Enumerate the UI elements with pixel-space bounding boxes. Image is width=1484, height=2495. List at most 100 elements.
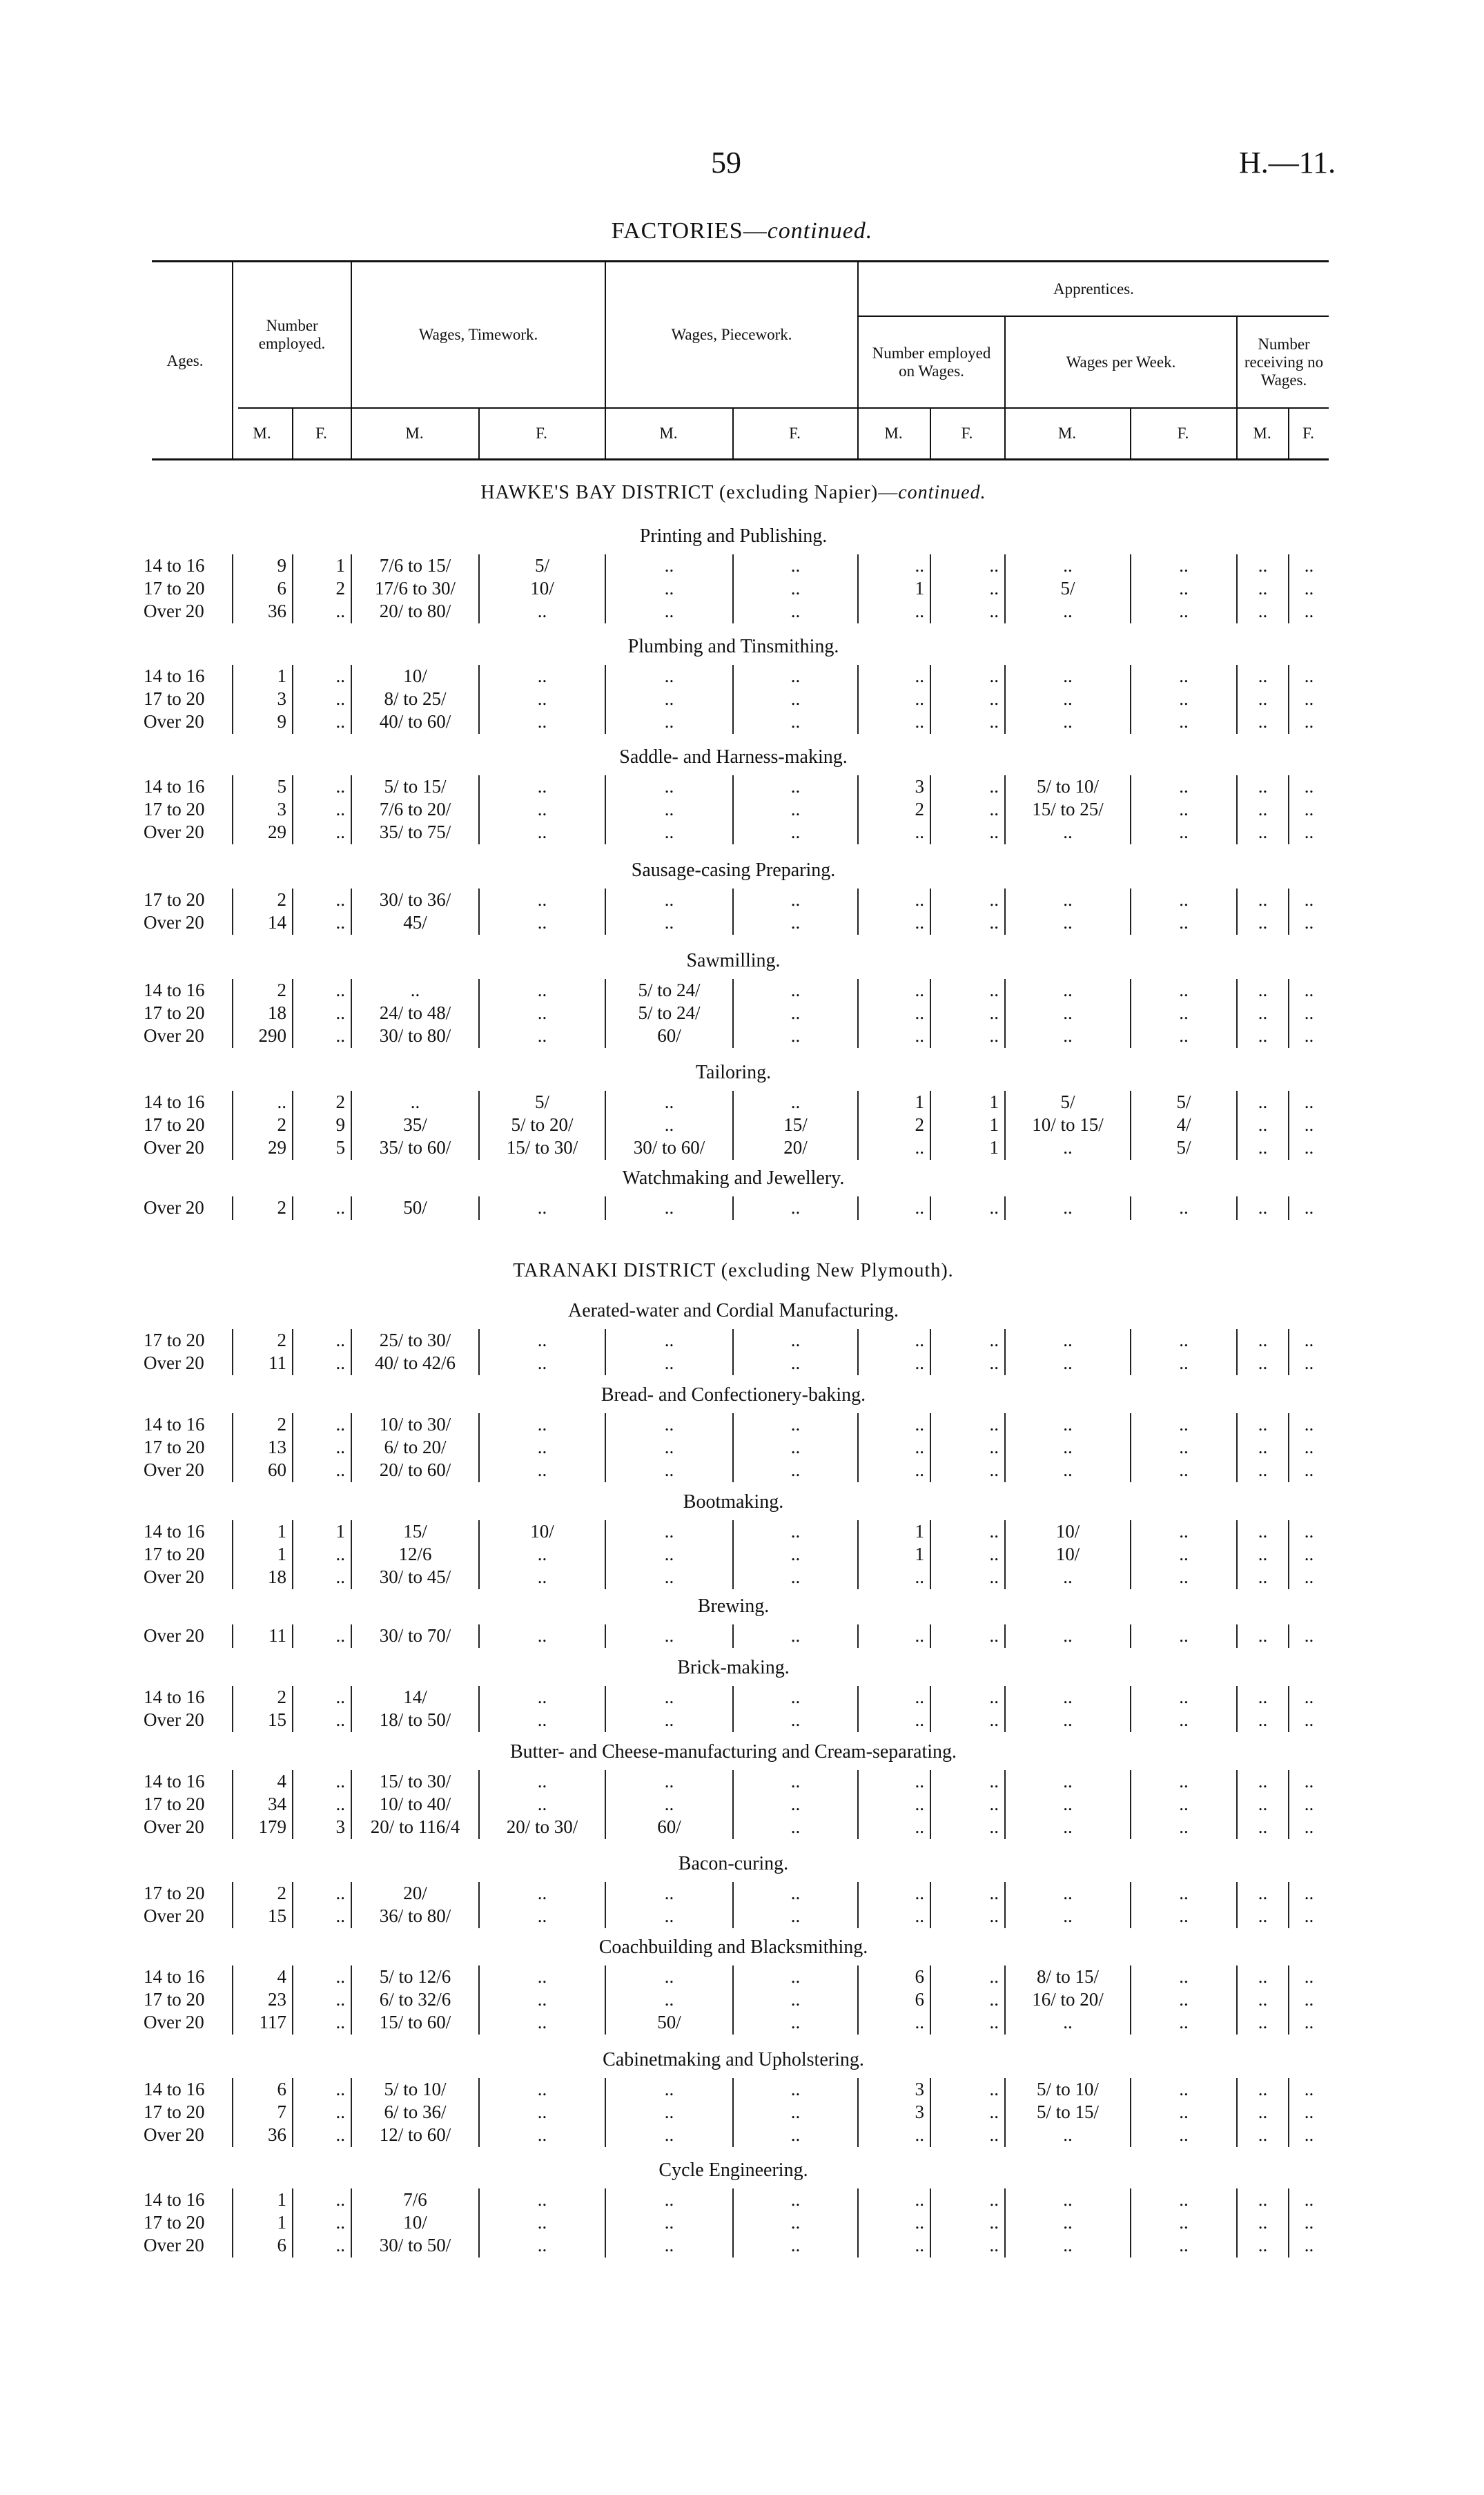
cell-timework-m: .. bbox=[351, 979, 478, 1002]
cell-apprentices-wages-f: .. bbox=[1130, 1988, 1236, 2012]
cell-number-employed-m: 11 bbox=[232, 1352, 292, 1375]
cell-apprentices-wages-m: .. bbox=[1004, 1770, 1130, 1794]
cell-apprentices-wages-m: .. bbox=[1004, 1882, 1130, 1905]
cell-apprentices-no-wages-m: .. bbox=[1236, 1686, 1288, 1709]
cell-apprentices-wages-m: 8/ to 15/ bbox=[1004, 1965, 1130, 1989]
cell-timework-f: .. bbox=[478, 1566, 605, 1589]
cell-timework-f: .. bbox=[478, 1905, 605, 1928]
cell-timework-f: .. bbox=[478, 600, 605, 623]
header-sex-m: M. bbox=[1253, 425, 1271, 442]
cell-timework-m: 10/ bbox=[351, 665, 478, 688]
cell-piecework-f: .. bbox=[732, 889, 857, 912]
sex-rule bbox=[238, 407, 1329, 409]
cell-piecework-f: .. bbox=[732, 1002, 857, 1025]
cell-piecework-m: .. bbox=[605, 1709, 732, 1732]
cell-timework-f: .. bbox=[478, 1988, 605, 2012]
industry-heading: Sawmilling. bbox=[686, 950, 781, 971]
cell-timework-m: 15/ to 30/ bbox=[351, 1770, 478, 1794]
cell-number-employed-f: 3 bbox=[292, 1816, 351, 1839]
cell-apprentices-employed-m: 6 bbox=[857, 1965, 930, 1989]
cell-number-employed-m: 18 bbox=[232, 1002, 292, 1025]
cell-apprentices-no-wages-f: .. bbox=[1288, 1965, 1329, 1989]
cell-number-employed-m: 14 bbox=[232, 911, 292, 935]
cell-apprentices-wages-m: 5/ to 10/ bbox=[1004, 775, 1130, 799]
industry-heading: Sausage-casing Preparing. bbox=[631, 860, 836, 881]
cell-timework-f: 20/ to 30/ bbox=[478, 1816, 605, 1839]
cell-piecework-m: .. bbox=[605, 889, 732, 912]
cell-apprentices-employed-m: .. bbox=[857, 1459, 930, 1482]
cell-number-employed-f: .. bbox=[292, 710, 351, 734]
cell-piecework-f: .. bbox=[732, 1709, 857, 1732]
cell-apprentices-wages-m: .. bbox=[1004, 1459, 1130, 1482]
cell-timework-m: 36/ to 80/ bbox=[351, 1905, 478, 1928]
cell-timework-m: 30/ to 80/ bbox=[351, 1025, 478, 1048]
cell-age: 17 to 20 bbox=[144, 1544, 205, 1564]
cell-number-employed-m: 34 bbox=[232, 1793, 292, 1816]
header-divider bbox=[292, 409, 293, 459]
cell-apprentices-no-wages-f: .. bbox=[1288, 2188, 1329, 2212]
cell-timework-f: .. bbox=[478, 688, 605, 711]
cell-piecework-f: .. bbox=[732, 1624, 857, 1648]
cell-age: Over 20 bbox=[144, 1625, 204, 1646]
cell-apprentices-wages-f: .. bbox=[1130, 600, 1236, 623]
cell-age: 17 to 20 bbox=[144, 578, 205, 599]
cell-apprentices-no-wages-f: .. bbox=[1288, 1091, 1329, 1114]
cell-apprentices-employed-m: 1 bbox=[857, 1520, 930, 1544]
header-sex-m: M. bbox=[405, 425, 424, 442]
cell-number-employed-f: .. bbox=[292, 1436, 351, 1459]
cell-number-employed-m: 11 bbox=[232, 1624, 292, 1648]
cell-age: Over 20 bbox=[144, 601, 204, 621]
cell-timework-m: 40/ to 42/6 bbox=[351, 1352, 478, 1375]
cell-apprentices-wages-m: 5/ bbox=[1004, 577, 1130, 601]
cell-timework-m: 15/ to 60/ bbox=[351, 2011, 478, 2035]
cell-apprentices-employed-m: .. bbox=[857, 688, 930, 711]
cell-apprentices-no-wages-f: .. bbox=[1288, 1436, 1329, 1459]
cell-apprentices-no-wages-m: .. bbox=[1236, 1436, 1288, 1459]
cell-timework-m: 20/ to 80/ bbox=[351, 600, 478, 623]
cell-timework-m: 35/ to 75/ bbox=[351, 821, 478, 844]
cell-number-employed-f: .. bbox=[292, 1329, 351, 1352]
cell-number-employed-f: .. bbox=[292, 1686, 351, 1709]
cell-apprentices-no-wages-f: .. bbox=[1288, 1520, 1329, 1544]
header-app-number-employed: Number employed on Wages. bbox=[872, 344, 991, 380]
cell-apprentices-wages-f: .. bbox=[1130, 1816, 1236, 1839]
cell-timework-m: .. bbox=[351, 1091, 478, 1114]
header-divider bbox=[478, 409, 480, 459]
cell-number-employed-m: 23 bbox=[232, 1988, 292, 2012]
district-heading: HAWKE'S BAY DISTRICT (excluding Napier)—… bbox=[138, 482, 1329, 504]
cell-apprentices-wages-f: .. bbox=[1130, 1520, 1236, 1544]
industry-heading: Tailoring. bbox=[695, 1062, 772, 1083]
cell-apprentices-employed-f: .. bbox=[930, 2101, 1004, 2124]
cell-number-employed-m: 15 bbox=[232, 1709, 292, 1732]
cell-piecework-f: .. bbox=[732, 2011, 857, 2035]
cell-apprentices-wages-m: 10/ to 15/ bbox=[1004, 1114, 1130, 1137]
cell-apprentices-wages-m: .. bbox=[1004, 1816, 1130, 1839]
cell-number-employed-f: .. bbox=[292, 665, 351, 688]
header-divider bbox=[1004, 317, 1006, 459]
cell-apprentices-employed-f: .. bbox=[930, 798, 1004, 822]
cell-age: 14 to 16 bbox=[144, 1414, 205, 1435]
cell-piecework-f: .. bbox=[732, 2078, 857, 2101]
cell-number-employed-f: .. bbox=[292, 821, 351, 844]
cell-number-employed-f: .. bbox=[292, 979, 351, 1002]
cell-age: 14 to 16 bbox=[144, 1687, 205, 1707]
cell-apprentices-employed-m: .. bbox=[857, 1770, 930, 1794]
cell-number-employed-f: .. bbox=[292, 1882, 351, 1905]
header-sex-m: M. bbox=[884, 425, 903, 442]
cell-apprentices-employed-f: .. bbox=[930, 2211, 1004, 2235]
cell-apprentices-employed-m: 2 bbox=[857, 1114, 930, 1137]
cell-timework-f: .. bbox=[478, 1352, 605, 1375]
cell-number-employed-m: 9 bbox=[232, 710, 292, 734]
cell-apprentices-no-wages-f: .. bbox=[1288, 1025, 1329, 1048]
cell-apprentices-no-wages-m: .. bbox=[1236, 577, 1288, 601]
cell-piecework-f: .. bbox=[732, 1566, 857, 1589]
cell-apprentices-no-wages-m: .. bbox=[1236, 1882, 1288, 1905]
cell-timework-m: 20/ bbox=[351, 1882, 478, 1905]
cell-piecework-m: .. bbox=[605, 1114, 732, 1137]
cell-timework-m: 17/6 to 30/ bbox=[351, 577, 478, 601]
cell-apprentices-wages-f: .. bbox=[1130, 2124, 1236, 2147]
cell-apprentices-wages-m: .. bbox=[1004, 979, 1130, 1002]
cell-piecework-f: 20/ bbox=[732, 1136, 857, 1160]
cell-age: Over 20 bbox=[144, 1352, 204, 1373]
header-sex-f: F. bbox=[789, 425, 801, 442]
